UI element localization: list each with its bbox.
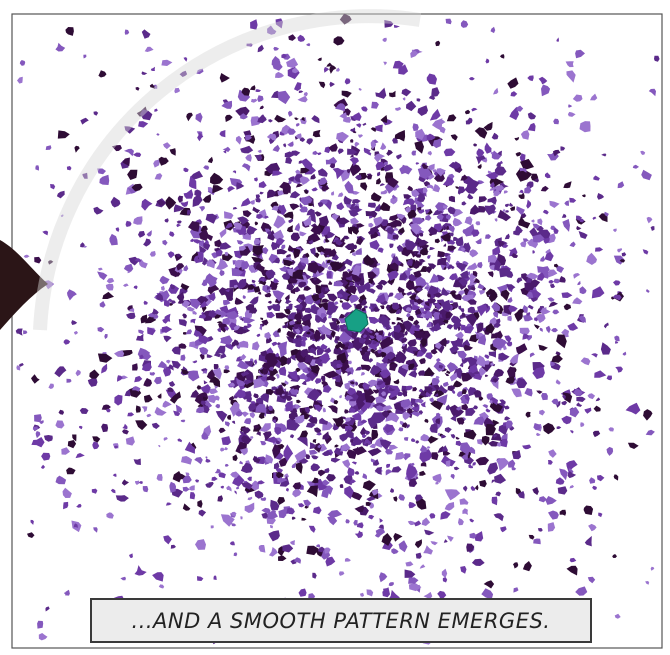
ink-dot <box>537 266 550 273</box>
ink-dot <box>240 516 242 519</box>
comic-panel <box>0 0 670 655</box>
ink-dot <box>348 361 352 365</box>
ink-dot <box>325 288 329 292</box>
ink-dot <box>326 271 331 279</box>
ink-dot <box>34 414 42 422</box>
caption-box: ...AND A SMOOTH PATTERN EMERGES. <box>90 598 592 643</box>
ink-dot <box>37 621 43 629</box>
ink-dot <box>211 525 214 528</box>
ink-dot <box>255 198 260 203</box>
caption-text: ...AND A SMOOTH PATTERN EMERGES. <box>132 609 551 633</box>
ink-dot <box>404 437 409 441</box>
ink-dot <box>533 539 541 545</box>
ink-dot <box>336 377 341 383</box>
page: {"caption": "...AND A SMOOTH PATTERN EME… <box>0 0 670 655</box>
ink-dot <box>263 368 268 375</box>
